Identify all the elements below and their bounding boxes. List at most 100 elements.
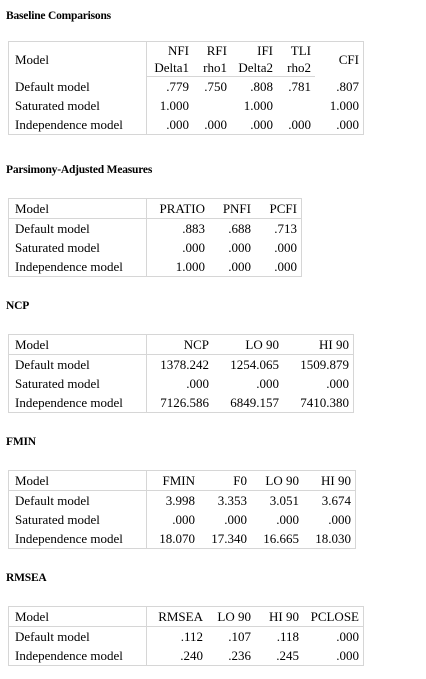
col-header-ifi: IFI: [257, 43, 273, 58]
cell-hi90: 18.030: [315, 531, 351, 546]
table-row: Saturated model .000 .000 .000: [9, 238, 301, 257]
cell-ncp: .000: [186, 376, 209, 391]
cell-cfi: 1.000: [329, 98, 359, 113]
col-header-model: Model: [9, 471, 147, 491]
cell-ifi: 1.000: [243, 98, 273, 113]
parsimony-adjusted-title: Parsimony-Adjusted Measures: [6, 164, 153, 176]
table-row: Default model .779 .750 .808 .781 .807: [9, 76, 363, 96]
col-header-hi90: HI 90: [303, 471, 355, 491]
cell-pratio: .883: [182, 221, 205, 236]
cell-ncp: 1378.242: [160, 357, 209, 372]
cell-hi90: 3.674: [321, 493, 351, 508]
cell-pratio: .000: [182, 240, 205, 255]
table-row: Saturated model .000 .000 .000: [9, 374, 353, 393]
table-row: Independence model .000 .000 .000 .000 .…: [9, 115, 363, 134]
cell-tli: .000: [288, 117, 311, 132]
cell-pnfi: .000: [228, 259, 251, 274]
row-label: Independence model: [9, 257, 147, 276]
rmsea-table: Model RMSEA LO 90 HI 90 PCLOSE Default m…: [8, 606, 364, 666]
col-header-model: Model: [9, 199, 147, 219]
col-subheader-delta1: Delta1: [146, 59, 193, 77]
col-header-f0: F0: [199, 471, 251, 491]
cell-hi90: .000: [326, 376, 349, 391]
cell-ncp: 7126.586: [160, 395, 209, 410]
cell-lo90: .107: [228, 629, 251, 644]
cell-cfi: .000: [336, 117, 359, 132]
cell-f0: .000: [224, 512, 247, 527]
table-row: Saturated model .000 .000 .000 .000: [9, 510, 355, 529]
cell-fmin: .000: [172, 512, 195, 527]
cell-rmsea: .112: [180, 629, 203, 644]
cell-nfi: 1.000: [159, 98, 189, 113]
cell-pclose: .000: [336, 629, 359, 644]
col-header-cfi: CFI: [338, 51, 359, 67]
ncp-title: NCP: [6, 300, 30, 312]
cell-ifi: .000: [250, 117, 273, 132]
cell-lo90: .000: [256, 376, 279, 391]
cell-nfi: .779: [166, 79, 189, 94]
col-header-rfi: RFI: [206, 43, 227, 58]
cell-lo90: .236: [228, 648, 251, 663]
row-label: Default model: [9, 490, 147, 510]
col-subheader-delta2: Delta2: [231, 59, 277, 77]
cell-hi90: .245: [276, 648, 299, 663]
cell-pcfi: .000: [274, 240, 297, 255]
col-header-hi90: HI 90: [255, 607, 303, 627]
cell-cfi: .807: [336, 79, 359, 94]
cell-pnfi: .688: [228, 221, 251, 236]
cell-hi90: 1509.879: [300, 357, 349, 372]
row-label: Independence model: [9, 529, 147, 548]
col-header-pcfi: PCFI: [255, 199, 301, 219]
row-label: Saturated model: [9, 96, 147, 115]
col-header-model: Model: [9, 335, 147, 355]
parsimony-adjusted-table: Model PRATIO PNFI PCFI Default model .88…: [8, 198, 302, 277]
cell-nfi: .000: [166, 117, 189, 132]
col-header-tli: TLI: [290, 43, 311, 58]
cell-pcfi: .713: [274, 221, 297, 236]
col-header-model: Model: [9, 607, 147, 627]
table-row: Default model .883 .688 .713: [9, 218, 301, 238]
cell-ifi: .808: [250, 79, 273, 94]
col-header-lo90: LO 90: [207, 607, 255, 627]
row-label: Default model: [9, 626, 147, 646]
cell-f0: 17.340: [211, 531, 247, 546]
row-label: Saturated model: [9, 238, 147, 257]
table-row: Default model .112 .107 .118 .000: [9, 626, 363, 646]
cell-hi90: .118: [276, 629, 299, 644]
cell-lo90: 1254.065: [230, 357, 279, 372]
col-header-pclose: PCLOSE: [303, 607, 363, 627]
fmin-table: Model FMIN F0 LO 90 HI 90 Default model …: [8, 470, 356, 549]
cell-pcfi: .000: [274, 259, 297, 274]
cell-rmsea: .240: [180, 648, 203, 663]
ncp-table: Model NCP LO 90 HI 90 Default model 1378…: [8, 334, 354, 413]
row-label: Default model: [9, 354, 147, 374]
cell-lo90: 6849.157: [230, 395, 279, 410]
table-row: Saturated model 1.000 1.000 1.000: [9, 96, 363, 115]
table-row: Independence model .240 .236 .245 .000: [9, 646, 363, 665]
cell-rfi: [193, 96, 231, 115]
col-subheader-rho2: rho2: [277, 59, 315, 77]
baseline-comparisons-table: Model NFI RFI IFI TLI CFI Delta1 rho1 De…: [8, 41, 364, 135]
col-header-pratio: PRATIO: [146, 199, 209, 219]
cell-pratio: 1.000: [175, 259, 205, 274]
table-row: Independence model 18.070 17.340 16.665 …: [9, 529, 355, 548]
row-label: Saturated model: [9, 374, 147, 393]
col-header-pnfi: PNFI: [209, 199, 255, 219]
col-header-ncp: NCP: [146, 335, 213, 355]
cell-tli: [277, 96, 315, 115]
col-header-fmin: FMIN: [146, 471, 199, 491]
cell-fmin: 18.070: [159, 531, 195, 546]
cell-lo90: 16.665: [263, 531, 299, 546]
cell-rfi: .000: [204, 117, 227, 132]
row-label: Saturated model: [9, 510, 147, 529]
table-row: Independence model 7126.586 6849.157 741…: [9, 393, 353, 412]
cell-fmin: 3.998: [165, 493, 195, 508]
row-label: Independence model: [9, 115, 147, 134]
col-header-lo90: LO 90: [251, 471, 303, 491]
row-label: Independence model: [9, 393, 147, 412]
cell-lo90: 3.051: [269, 493, 299, 508]
row-label: Default model: [9, 76, 147, 96]
col-header-lo90: LO 90: [213, 335, 283, 355]
cell-rfi: .750: [204, 79, 227, 94]
cell-hi90: .000: [328, 512, 351, 527]
